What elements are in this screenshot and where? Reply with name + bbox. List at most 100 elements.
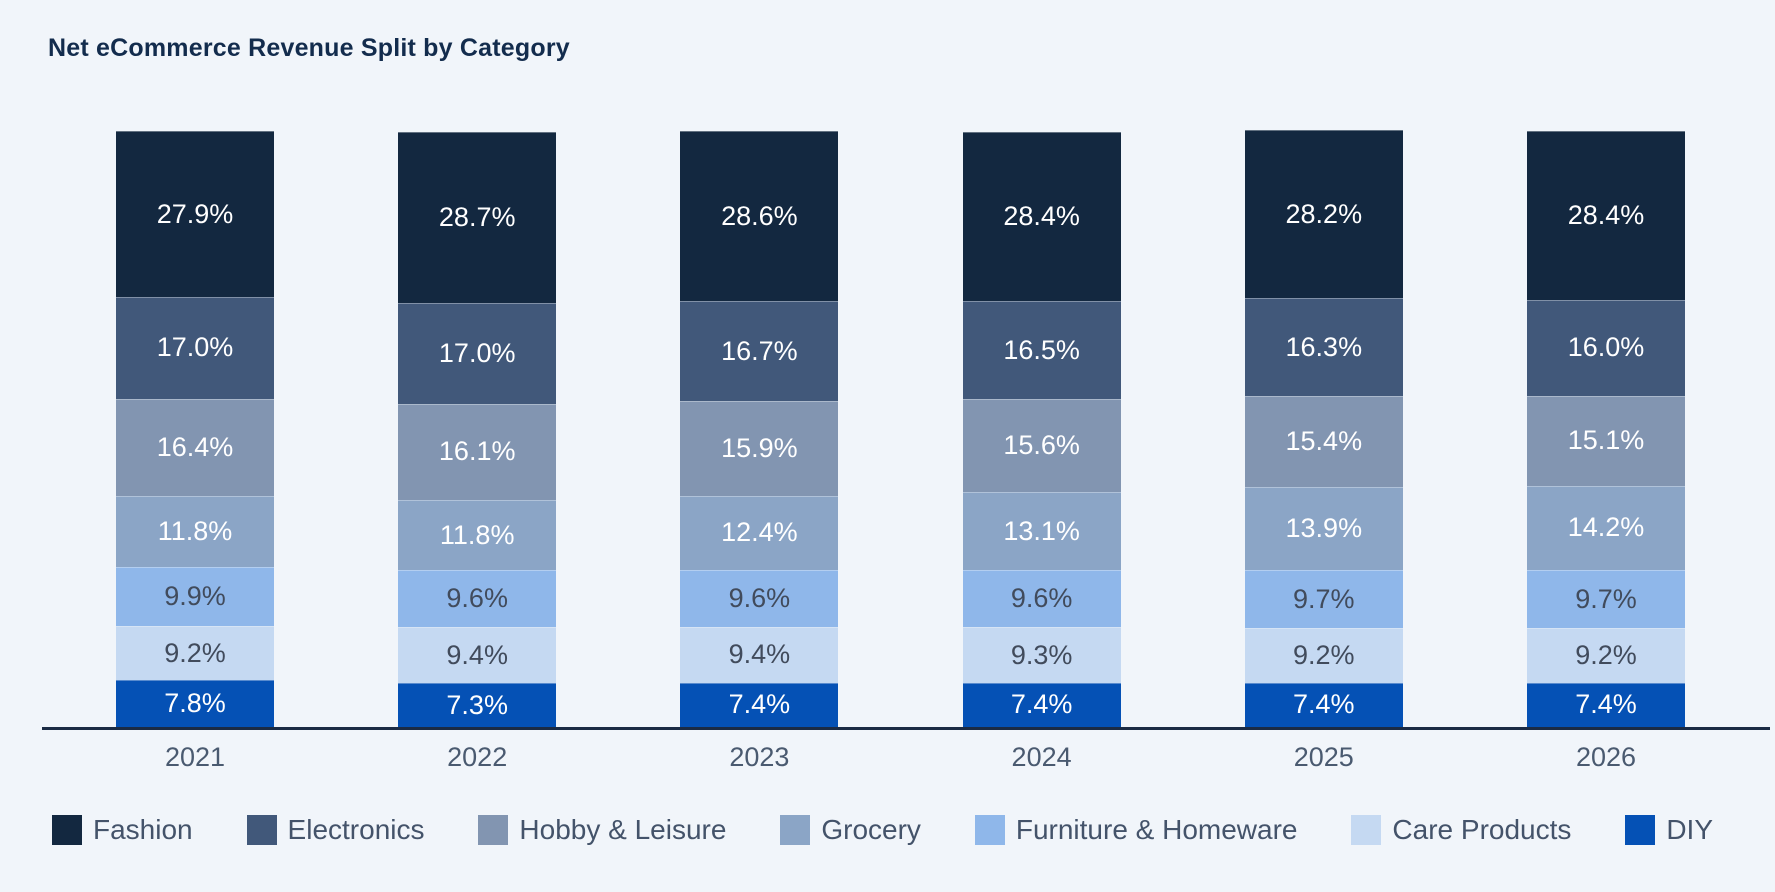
bar-segment: 7.4% — [680, 682, 839, 727]
segment-value-label: 7.4% — [1010, 689, 1073, 720]
bar-segment: 16.1% — [398, 403, 557, 500]
legend-item: DIY — [1625, 814, 1713, 846]
x-axis-label: 2026 — [1575, 742, 1637, 772]
segment-value-label: 15.1% — [1567, 425, 1645, 456]
segment-value-label: 9.3% — [1010, 639, 1073, 670]
segment-value-label: 15.9% — [721, 432, 798, 463]
x-axis-label: 2022 — [447, 742, 508, 772]
segment-value-label: 11.8% — [157, 515, 233, 546]
stacked-bar-2024: 28.4% 16.5% 15.6% 13.1% 9.6% 9.3% 7.4% — [962, 131, 1121, 727]
bar-segment: 7.8% — [116, 680, 274, 727]
segment-value-label: 7.4% — [728, 689, 791, 720]
segment-value-label: 28.4% — [1567, 200, 1645, 231]
legend-swatch — [1625, 815, 1656, 845]
bar-segment: 13.9% — [1244, 487, 1403, 571]
bar-segment: 9.2% — [116, 625, 274, 681]
bar-segment: 9.7% — [1244, 570, 1403, 629]
segment-value-label: 16.0% — [1567, 332, 1645, 363]
legend-item: Hobby & Leisure — [478, 814, 726, 846]
segment-value-label: 9.2% — [1575, 639, 1637, 670]
segment-value-label: 16.7% — [721, 335, 798, 366]
legend-swatch — [780, 815, 811, 845]
bar-segment: 28.4% — [962, 131, 1121, 301]
legend-label: DIY — [1666, 814, 1713, 845]
stacked-bar-2022: 28.7% 17.0% 16.1% 11.8% 9.6% 9.4% 7.3% — [398, 131, 557, 727]
segment-value-label: 28.7% — [438, 201, 516, 232]
bar-segment: 9.2% — [1527, 628, 1685, 683]
segment-value-label: 12.4% — [721, 517, 798, 548]
bar-segment: 9.7% — [1527, 570, 1685, 629]
legend-label: Fashion — [93, 814, 193, 845]
segment-value-label: 7.3% — [446, 689, 508, 720]
bar-segment: 15.1% — [1527, 395, 1685, 486]
segment-value-label: 11.8% — [439, 519, 515, 550]
segment-value-label: 15.6% — [1003, 430, 1080, 461]
segment-value-label: 9.7% — [1575, 583, 1637, 614]
segment-value-label: 7.4% — [1575, 689, 1637, 720]
legend-swatch — [246, 815, 277, 845]
segment-value-label: 13.1% — [1003, 515, 1080, 546]
bar-segment: 28.4% — [1527, 131, 1685, 301]
bar-segment: 16.3% — [1244, 298, 1403, 396]
segment-value-label: 9.2% — [164, 637, 226, 668]
bar-segment: 7.4% — [962, 682, 1121, 727]
stacked-bar-2025: 28.2% 16.3% 15.4% 13.9% 9.7% 9.2% 7.4% — [1244, 130, 1403, 727]
x-axis-label: 2025 — [1293, 742, 1354, 772]
segment-value-label: 9.6% — [728, 582, 791, 613]
bar-segment: 27.9% — [116, 131, 274, 298]
legend-swatch — [1351, 815, 1382, 845]
segment-value-label: 28.6% — [721, 200, 798, 231]
bar-segment: 15.6% — [962, 399, 1121, 493]
bar-segment: 9.6% — [398, 570, 557, 628]
segment-value-label: 9.2% — [1293, 639, 1355, 670]
segment-value-label: 16.1% — [438, 436, 516, 467]
segment-value-label: 7.4% — [1293, 689, 1355, 720]
x-axis-line — [42, 727, 1770, 730]
segment-value-label: 17.0% — [156, 332, 234, 363]
segment-value-label: 9.7% — [1293, 583, 1355, 614]
bar-segment: 28.7% — [398, 131, 557, 303]
segment-value-label: 28.2% — [1285, 198, 1363, 229]
x-axis-label: 2021 — [164, 742, 226, 772]
segment-value-label: 13.9% — [1285, 513, 1363, 544]
chart-title: Net eCommerce Revenue Split by Category — [48, 34, 570, 62]
legend-item: Care Products — [1351, 814, 1571, 846]
segment-value-label: 16.4% — [156, 431, 234, 462]
legend-swatch — [52, 815, 82, 845]
bar-segment: 9.2% — [1244, 628, 1403, 683]
segment-value-label: 9.9% — [164, 580, 226, 611]
bar-segment: 9.6% — [962, 570, 1121, 628]
bar-segment: 11.8% — [116, 496, 274, 567]
segment-value-label: 16.5% — [1003, 334, 1080, 365]
legend-item: Fashion — [52, 814, 193, 846]
bar-segment: 9.3% — [962, 627, 1121, 683]
x-axis-label: 2023 — [729, 742, 790, 772]
segment-value-label: 9.6% — [1010, 583, 1073, 614]
legend-label: Furniture & Homeware — [1015, 814, 1298, 845]
segment-value-label: 9.4% — [446, 639, 508, 670]
bar-segment: 9.9% — [116, 566, 274, 626]
legend: Fashion Electronics Hobby & Leisure Grocery… — [52, 810, 1713, 850]
segment-value-label: 15.4% — [1285, 425, 1363, 456]
legend-label: Hobby & Leisure — [519, 814, 727, 845]
legend-item: Furniture & Homeware — [974, 814, 1298, 846]
segment-value-label: 16.3% — [1285, 331, 1363, 362]
legend-swatch — [478, 815, 509, 845]
bar-segment: 17.0% — [116, 297, 274, 399]
stacked-bar-2021: 27.9% 17.0% 16.4% 11.8% 9.9% 9.2% 7.8% — [116, 131, 274, 727]
bar-segment: 13.1% — [962, 492, 1121, 571]
bar-segment: 9.4% — [680, 626, 839, 683]
bar-segment: 11.8% — [398, 499, 557, 571]
bar-segment: 9.6% — [680, 569, 839, 627]
legend-label: Grocery — [821, 814, 921, 845]
bar-segment: 7.4% — [1244, 682, 1403, 727]
segment-value-label: 27.9% — [156, 198, 234, 229]
bar-segment: 15.9% — [680, 400, 839, 496]
x-axis-label: 2024 — [1011, 742, 1072, 772]
segment-value-label: 28.4% — [1003, 200, 1080, 231]
segment-value-label: 7.8% — [164, 688, 226, 719]
legend-item: Grocery — [780, 814, 921, 846]
stacked-bar-2026: 28.4% 16.0% 15.1% 14.2% 9.7% 9.2% 7.4% — [1527, 131, 1685, 727]
